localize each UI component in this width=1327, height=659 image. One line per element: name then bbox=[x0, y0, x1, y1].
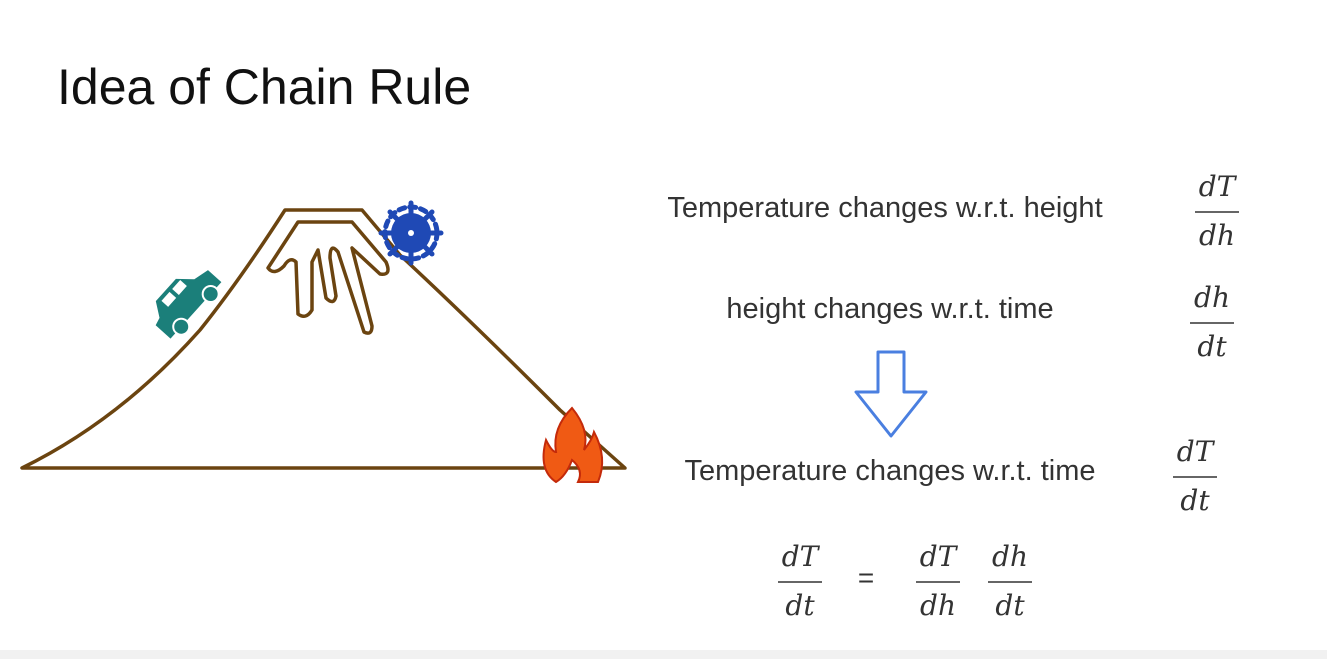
numerator: dT bbox=[1176, 435, 1214, 468]
mountain-icon bbox=[20, 208, 627, 470]
fraction-bar bbox=[1195, 211, 1239, 213]
down-arrow-icon bbox=[854, 350, 928, 438]
fraction-dh-dt: dh dt bbox=[1190, 281, 1234, 363]
equation-lhs: dT dt bbox=[778, 540, 822, 622]
fraction-bar bbox=[778, 581, 822, 583]
denominator: dt bbox=[1197, 329, 1227, 363]
denominator: dh bbox=[1199, 218, 1235, 252]
fraction-bar bbox=[1190, 322, 1234, 324]
numerator: dh bbox=[1194, 281, 1230, 314]
fraction-dT-dt: dT dt bbox=[1173, 435, 1217, 517]
fire-icon bbox=[542, 406, 604, 484]
numerator: dT bbox=[919, 540, 957, 573]
car-icon bbox=[155, 270, 222, 339]
fraction-bar bbox=[1173, 476, 1217, 478]
denominator: dt bbox=[1180, 483, 1210, 517]
equation-rhs-2: dh dt bbox=[988, 540, 1032, 622]
fraction-bar bbox=[916, 581, 960, 583]
numerator: dh bbox=[992, 540, 1028, 573]
equals-sign: = bbox=[857, 562, 875, 593]
slide-title: Idea of Chain Rule bbox=[57, 59, 472, 115]
statement-temp-height: Temperature changes w.r.t. height bbox=[667, 192, 1103, 224]
fraction-dT-dh: dT dh bbox=[1195, 170, 1239, 252]
bottom-bar bbox=[0, 650, 1327, 659]
denominator: dh bbox=[920, 588, 956, 622]
numerator: dT bbox=[1198, 170, 1236, 203]
denominator: dt bbox=[785, 588, 815, 622]
equation-rhs-1: dT dh bbox=[916, 540, 960, 622]
statement-height-time: height changes w.r.t. time bbox=[726, 293, 1054, 325]
numerator: dT bbox=[781, 540, 819, 573]
snowflake-icon bbox=[378, 200, 444, 266]
statement-temp-time: Temperature changes w.r.t. time bbox=[684, 455, 1096, 487]
mountain-diagram bbox=[20, 200, 627, 484]
denominator: dt bbox=[995, 588, 1025, 622]
fraction-bar bbox=[988, 581, 1032, 583]
